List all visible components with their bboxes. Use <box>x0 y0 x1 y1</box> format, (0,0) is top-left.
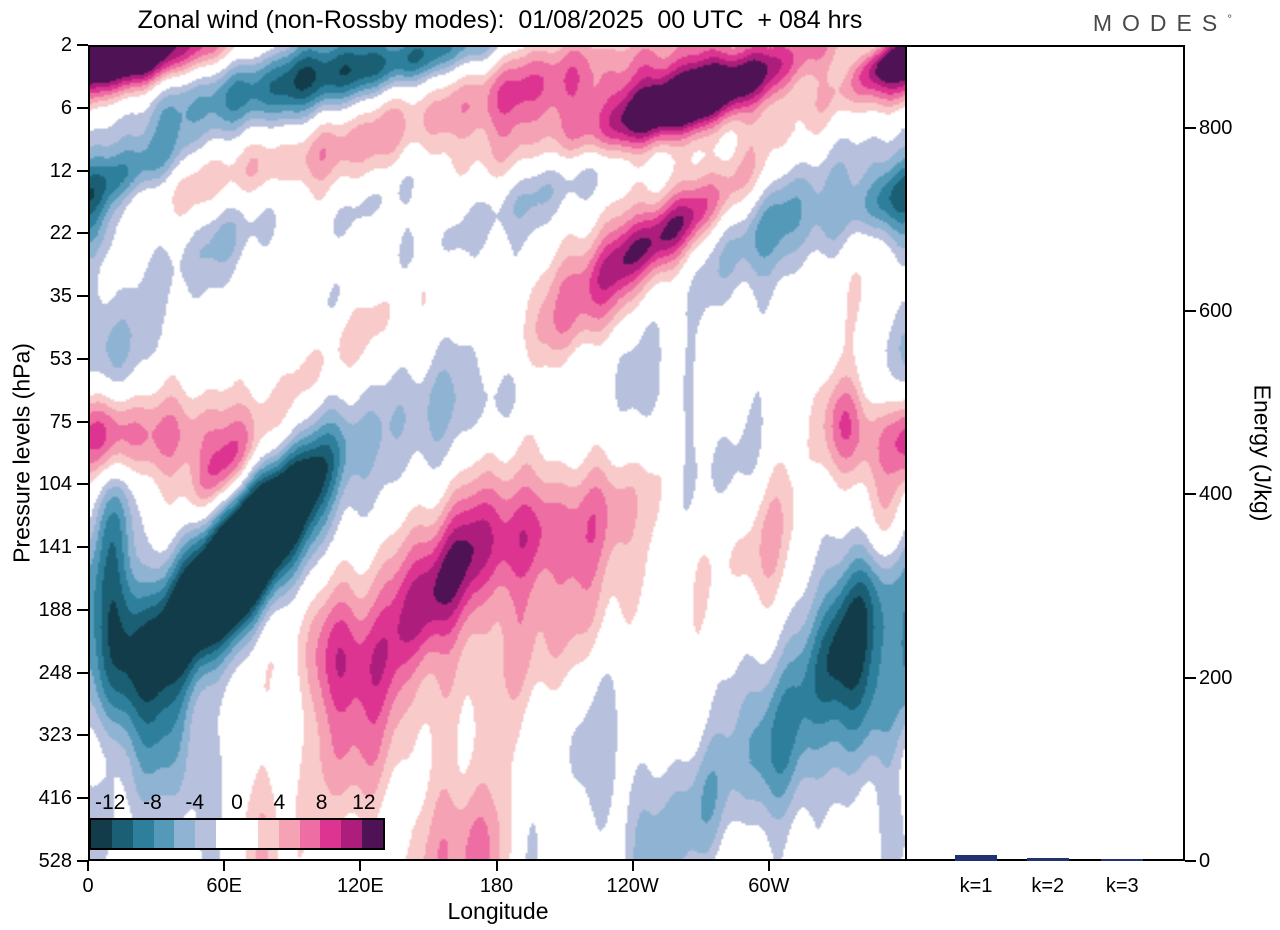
pressure-tick-label: 141 <box>38 536 72 559</box>
energy-bar-label: k=2 <box>1031 875 1065 897</box>
plot-frame <box>88 45 1185 861</box>
contour-panel <box>90 47 907 859</box>
longitude-tick <box>767 861 770 871</box>
colorbar-swatch <box>320 820 342 848</box>
pressure-tick <box>77 734 88 737</box>
pressure-tick <box>77 44 88 46</box>
colorbar-swatch <box>174 820 196 848</box>
colorbar-swatch <box>195 820 217 848</box>
pressure-tick-label: 528 <box>38 850 72 872</box>
pressure-tick-label: 2 <box>60 34 72 56</box>
energy-tick-label: 200 <box>1199 666 1233 689</box>
pressure-axis-title: Pressure levels (hPa) <box>8 343 35 563</box>
pressure-tick <box>77 797 88 800</box>
pressure-tick <box>77 671 88 674</box>
energy-bar <box>1026 858 1069 861</box>
longitude-tick-label: 60W <box>748 875 790 897</box>
energy-bar-label: k=1 <box>959 875 993 897</box>
colorbar-swatch <box>91 820 112 848</box>
energy-panel <box>907 47 1183 859</box>
longitude-tick-label: 120E <box>336 875 384 897</box>
colorbar-swatch <box>153 820 175 848</box>
energy-tick-label: 800 <box>1199 116 1233 139</box>
longitude-tick <box>359 861 362 871</box>
pressure-tick-label: 416 <box>38 787 72 810</box>
pressure-tick <box>77 546 88 549</box>
colorbar-label: 0 <box>231 791 243 814</box>
colorbar-label: 8 <box>315 791 328 814</box>
pressure-tick-label: 53 <box>49 347 72 370</box>
colorbar-swatch <box>341 820 363 848</box>
colorbar-swatch <box>257 820 279 848</box>
longitude-tick-label: 120W <box>606 875 659 897</box>
energy-tick-label: 400 <box>1199 483 1233 506</box>
longitude-tick <box>223 861 226 871</box>
pressure-tick-label: 6 <box>60 96 72 119</box>
energy-tick <box>1185 676 1196 679</box>
longitude-tick-label: 60E <box>206 875 242 897</box>
colorbar-label: 4 <box>273 791 286 814</box>
colorbar-swatch <box>216 820 238 848</box>
colorbar-label: -8 <box>143 791 162 814</box>
colorbar-swatch <box>299 820 321 848</box>
energy-tick <box>1185 860 1196 862</box>
pressure-tick <box>77 232 88 235</box>
longitude-tick-label: 0 <box>82 875 94 897</box>
pressure-tick <box>77 106 88 109</box>
longitude-tick <box>87 861 89 871</box>
energy-bar <box>955 854 997 861</box>
longitude-tick <box>631 861 634 871</box>
colorbar <box>89 818 385 850</box>
energy-bar-label: k=3 <box>1105 875 1139 897</box>
energy-tick-label: 600 <box>1199 299 1233 322</box>
contour-canvas <box>90 47 905 859</box>
pressure-tick-label: 12 <box>49 159 72 182</box>
colorbar-label: -12 <box>94 791 126 814</box>
colorbar-swatch <box>278 820 300 848</box>
pressure-tick <box>77 608 88 611</box>
pressure-tick <box>77 295 88 298</box>
pressure-tick <box>77 169 88 172</box>
pressure-tick-label: 248 <box>38 661 72 684</box>
longitude-tick-label: 180 <box>479 875 514 897</box>
energy-tick <box>1185 309 1196 312</box>
colorbar-swatch <box>362 820 384 848</box>
pressure-tick-label: 188 <box>38 598 72 621</box>
colorbar-swatch <box>111 820 133 848</box>
modes-logo: MODES° <box>1093 10 1232 37</box>
pressure-tick <box>77 420 88 423</box>
pressure-tick-label: 323 <box>38 724 72 747</box>
pressure-tick-label: 35 <box>49 285 72 308</box>
pressure-tick-label: 75 <box>49 410 72 433</box>
energy-tick <box>1185 493 1196 496</box>
pressure-tick-label: 22 <box>49 222 72 245</box>
colorbar-swatch <box>237 820 258 848</box>
pressure-tick-label: 104 <box>38 473 72 496</box>
longitude-axis-title: Longitude <box>447 898 549 924</box>
colorbar-swatch <box>132 820 154 848</box>
energy-tick-label: 0 <box>1199 850 1211 872</box>
plot-title: Zonal wind (non-Rossby modes): 01/08/202… <box>137 6 863 34</box>
pressure-tick <box>77 483 88 486</box>
energy-tick <box>1185 126 1196 129</box>
pressure-tick <box>77 357 88 360</box>
longitude-tick <box>495 861 498 871</box>
modes-logo-text: MODES <box>1092 10 1228 36</box>
pressure-tick <box>77 860 88 862</box>
modes-logo-degree: ° <box>1227 11 1232 26</box>
colorbar-label: -4 <box>185 791 205 814</box>
energy-bar <box>1101 859 1144 861</box>
colorbar-label: 12 <box>352 791 376 814</box>
